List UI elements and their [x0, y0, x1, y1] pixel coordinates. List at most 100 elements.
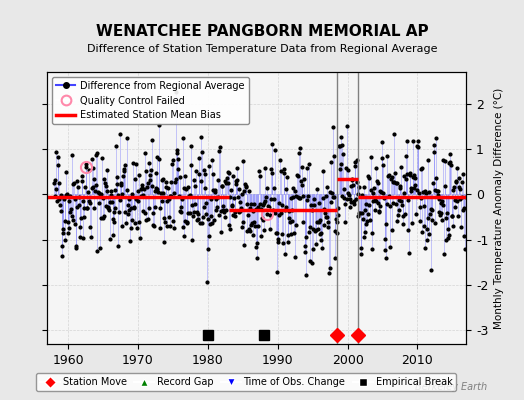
Point: [108, 232, 117, 238]
Point: [63, 191, 71, 198]
Point: [219, 206, 227, 213]
Point: [331, 228, 339, 234]
Point: [331, 255, 340, 261]
Point: [88, 156, 96, 162]
Point: [194, 216, 202, 222]
Point: [183, 220, 191, 226]
Point: [299, 219, 307, 226]
Point: [224, 170, 233, 176]
Point: [378, 190, 387, 196]
Point: [356, 245, 365, 252]
Point: [426, 211, 434, 218]
Point: [343, 196, 352, 202]
Point: [335, 143, 344, 149]
Point: [434, 188, 442, 194]
Point: [92, 182, 101, 188]
Point: [236, 199, 244, 206]
Point: [74, 184, 82, 190]
Point: [54, 162, 62, 168]
Point: [442, 215, 451, 222]
Point: [391, 170, 399, 176]
Point: [424, 157, 432, 163]
Point: [440, 251, 448, 258]
Point: [217, 208, 225, 214]
Point: [178, 134, 187, 141]
Point: [113, 174, 121, 180]
Point: [83, 205, 92, 211]
Point: [89, 165, 97, 171]
Point: [407, 184, 416, 191]
Point: [112, 143, 120, 149]
Point: [403, 138, 411, 144]
Point: [458, 194, 466, 200]
Point: [209, 186, 217, 193]
Point: [420, 222, 429, 229]
Point: [187, 162, 195, 168]
Point: [196, 178, 205, 184]
Point: [144, 216, 152, 222]
Point: [299, 193, 308, 199]
Point: [410, 172, 419, 178]
Point: [100, 176, 108, 182]
Point: [245, 188, 253, 194]
Point: [377, 189, 385, 195]
Point: [118, 223, 127, 229]
Point: [433, 187, 441, 194]
Point: [390, 179, 398, 186]
Point: [188, 236, 196, 243]
Point: [214, 176, 222, 183]
Point: [450, 184, 458, 190]
Point: [74, 194, 83, 200]
Point: [443, 210, 451, 216]
Point: [306, 224, 314, 230]
Point: [289, 185, 298, 191]
Point: [191, 183, 200, 189]
Point: [387, 176, 395, 183]
Point: [139, 192, 148, 198]
Point: [351, 162, 359, 169]
Point: [454, 213, 462, 219]
Point: [60, 196, 68, 202]
Point: [367, 246, 376, 252]
Point: [325, 265, 334, 272]
Point: [279, 170, 288, 176]
Point: [283, 238, 292, 245]
Point: [447, 162, 455, 168]
Point: [130, 205, 138, 211]
Point: [140, 185, 148, 192]
Point: [126, 238, 134, 244]
Point: [129, 160, 137, 167]
Point: [266, 212, 274, 218]
Point: [105, 207, 113, 214]
Point: [113, 181, 122, 187]
Point: [167, 179, 176, 185]
Point: [218, 183, 226, 189]
Point: [374, 200, 383, 206]
Point: [413, 144, 422, 150]
Point: [342, 164, 350, 171]
Point: [67, 206, 75, 212]
Point: [445, 160, 453, 166]
Point: [127, 190, 136, 197]
Point: [406, 172, 414, 178]
Point: [253, 254, 261, 261]
Point: [231, 208, 239, 215]
Point: [222, 180, 230, 186]
Point: [232, 180, 240, 187]
Point: [73, 203, 81, 210]
Point: [359, 184, 368, 190]
Point: [69, 217, 78, 224]
Point: [347, 176, 356, 182]
Point: [135, 172, 143, 178]
Point: [400, 173, 409, 179]
Point: [351, 158, 359, 165]
Point: [388, 174, 396, 180]
Point: [258, 215, 266, 222]
Point: [255, 173, 264, 180]
Point: [136, 235, 144, 242]
Point: [370, 185, 378, 192]
Point: [289, 194, 297, 200]
Point: [213, 204, 221, 210]
Point: [292, 222, 301, 228]
Point: [88, 184, 96, 191]
